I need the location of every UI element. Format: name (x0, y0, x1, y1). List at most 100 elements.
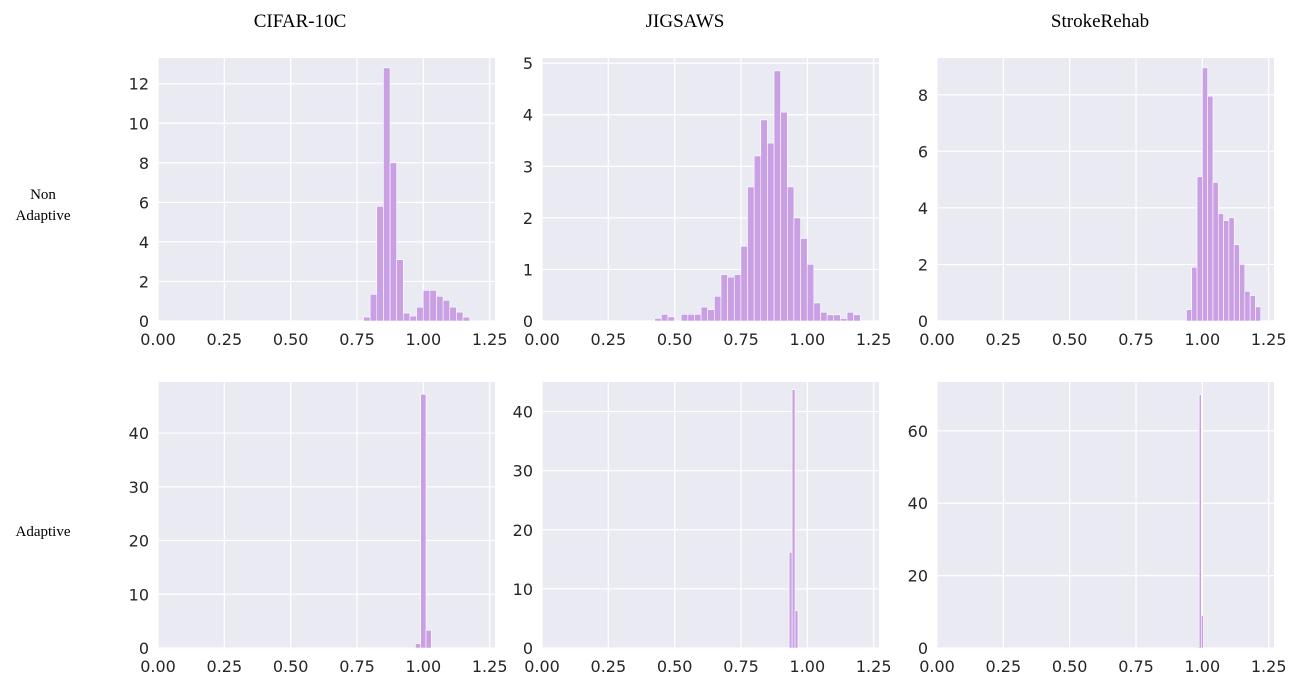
histogram-bar (753, 155, 762, 322)
x-tick-label: 0.00 (919, 330, 955, 349)
x-tick-label: 0.75 (723, 657, 759, 676)
histogram-bar (416, 306, 424, 322)
histogram-bar (1228, 217, 1235, 322)
panel-0: 0.00 0.25 0.50 0.75 1.00 1.25 0 2 4 6 8 10 12 (129, 58, 508, 349)
histogram-bar (422, 290, 431, 322)
histogram-bar (1191, 266, 1198, 322)
x-tick-label: 1.00 (790, 330, 826, 349)
y-tick-label: 3 (523, 157, 533, 176)
y-tick-label: 60 (908, 422, 928, 441)
histogram-bar (383, 67, 391, 322)
x-tick-label: 1.25 (1251, 657, 1287, 676)
histogram-bar (720, 274, 728, 322)
histogram-bar (363, 316, 371, 322)
y-tick-label: 10 (513, 580, 533, 599)
histogram-bar (1207, 95, 1214, 322)
histogram-bar (442, 299, 451, 322)
histogram-bar (853, 314, 861, 322)
histogram-bar (840, 318, 848, 322)
y-tick-label: 20 (908, 567, 928, 586)
histogram-bar (436, 295, 444, 322)
x-tick-label: 0.75 (339, 330, 375, 349)
histogram-bar (1202, 67, 1208, 322)
histogram-bar (833, 314, 841, 322)
histogram-bar (1255, 306, 1262, 322)
y-tick-label: 10 (129, 585, 149, 604)
x-tick-label: 1.25 (1251, 330, 1287, 349)
histogram-bar (425, 629, 432, 649)
x-tick-label: 0.75 (723, 330, 759, 349)
row-label-non-adaptive-line1: Non (30, 187, 56, 203)
histogram-bar (420, 394, 427, 649)
column-title-cifar: CIFAR-10C (254, 11, 347, 32)
x-tick-label: 1.25 (856, 330, 892, 349)
histogram-bar (680, 313, 689, 322)
column-title-jigsaws: JIGSAWS (646, 11, 725, 32)
histogram-bar (760, 119, 768, 322)
y-tick-label: 4 (139, 233, 149, 252)
histogram-bar (660, 313, 669, 322)
x-tick-label: 0.25 (986, 330, 1022, 349)
x-tick-label: 0.00 (524, 330, 560, 349)
histogram-bar (727, 276, 735, 322)
x-tick-label: 0.75 (339, 657, 375, 676)
x-tick-label: 0.25 (591, 330, 627, 349)
x-tick-label: 0.50 (657, 657, 693, 676)
x-tick-label: 1.00 (1185, 330, 1221, 349)
histogram-bar (369, 294, 378, 322)
row-label-non-adaptive-line2: Adaptive (16, 208, 71, 224)
histogram-bar (462, 316, 470, 322)
histogram-bar (780, 111, 788, 322)
row-label-adaptive: Adaptive (16, 524, 71, 540)
panel-4: 0.00 0.25 0.50 0.75 1.00 1.25 0 10 20 30 40 (513, 382, 892, 676)
plot-area (158, 58, 495, 321)
x-tick-label: 0.50 (1052, 657, 1088, 676)
histogram-bar (1233, 244, 1240, 322)
x-tick-label: 1.00 (1185, 657, 1221, 676)
y-tick-label: 12 (129, 75, 149, 94)
histogram-bar (773, 70, 781, 322)
histogram-bar (1196, 176, 1203, 322)
x-tick-label: 0.75 (1118, 657, 1154, 676)
x-tick-label: 1.25 (856, 657, 892, 676)
plot-area (542, 382, 879, 648)
y-tick-label: 30 (513, 462, 533, 481)
y-tick-label: 1 (523, 260, 533, 279)
x-tick-label: 1.25 (472, 330, 508, 349)
y-tick-label: 0 (139, 312, 149, 331)
panel-5: 0.00 0.25 0.50 0.75 1.00 1.25 0 20 40 60 (908, 382, 1287, 676)
histogram-bar (788, 551, 793, 649)
y-tick-label: 4 (523, 106, 533, 125)
x-tick-label: 0.50 (657, 330, 693, 349)
y-tick-label: 8 (918, 86, 928, 105)
histogram-bar (1212, 182, 1219, 322)
y-tick-label: 40 (513, 403, 533, 422)
histogram-bar (409, 315, 417, 322)
histogram-bar (813, 302, 821, 322)
histogram-bar (767, 142, 775, 322)
y-tick-label: 0 (523, 312, 533, 331)
y-tick-label: 2 (523, 209, 533, 228)
x-tick-label: 0.00 (140, 657, 176, 676)
column-title-strokerehab: StrokeRehab (1051, 11, 1149, 32)
x-tick-label: 0.00 (919, 657, 955, 676)
y-tick-label: 0 (918, 639, 928, 658)
histogram-bar (687, 313, 695, 322)
x-tick-label: 1.00 (406, 657, 442, 676)
x-tick-label: 0.00 (524, 657, 560, 676)
y-tick-label: 0 (523, 639, 533, 658)
y-tick-label: 2 (918, 255, 928, 274)
panel-1: 0.00 0.25 0.50 0.75 1.00 1.25 0 1 2 3 4 5 (523, 54, 892, 349)
histogram-bar (846, 311, 854, 322)
histogram-bar (787, 186, 795, 322)
y-tick-label: 20 (513, 521, 533, 540)
y-tick-label: 2 (139, 272, 149, 291)
histogram-bar (389, 162, 397, 322)
histogram-bar (667, 316, 675, 322)
y-tick-label: 30 (129, 478, 149, 497)
x-tick-label: 0.75 (1118, 330, 1154, 349)
histogram-bar (654, 318, 662, 322)
x-tick-label: 0.50 (273, 657, 309, 676)
histogram-bar (1196, 646, 1200, 649)
